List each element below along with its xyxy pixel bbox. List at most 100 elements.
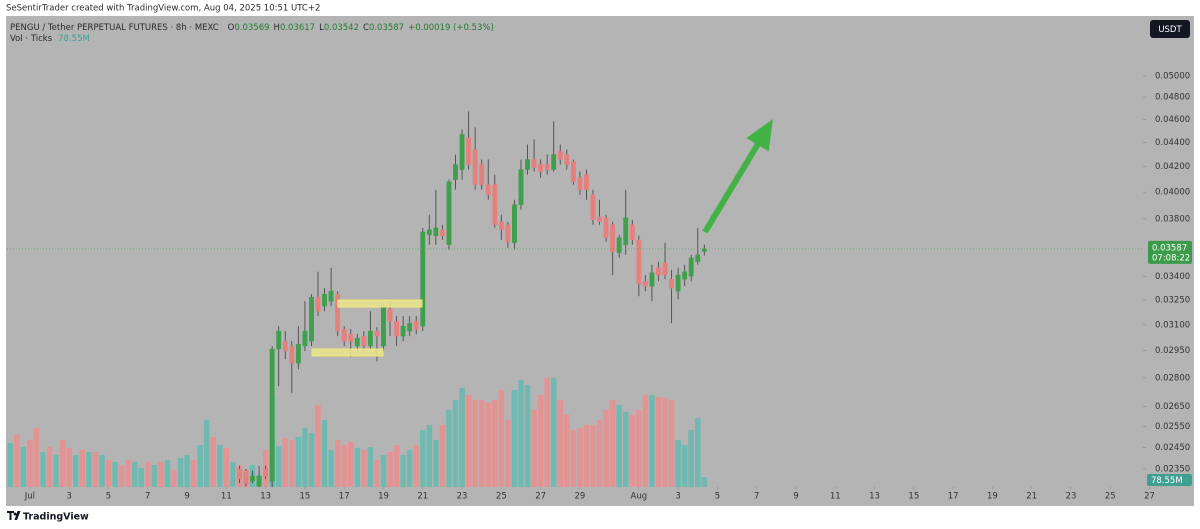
volume-bar [492, 399, 498, 487]
candle-body [302, 330, 308, 347]
candle-body [623, 217, 629, 246]
candle-body [263, 468, 269, 477]
candle-body [557, 151, 563, 160]
candle-body [335, 293, 341, 332]
volume-bar [66, 447, 72, 487]
volume-bar [485, 402, 491, 487]
volume-bar [695, 417, 701, 487]
x-tick-label: 21 [417, 492, 428, 502]
volume-layer [7, 377, 708, 487]
volume-bar [439, 424, 446, 487]
volume-bar [20, 447, 27, 487]
candle-body [669, 278, 675, 289]
volume-bar [210, 436, 216, 487]
volume-bar [400, 454, 406, 487]
y-tick-label: 0.04200 [1155, 162, 1190, 172]
candle-body [289, 345, 295, 364]
candle-body [413, 320, 419, 330]
volume-bar [550, 377, 557, 487]
volume-bar [609, 399, 616, 487]
volume-bar [341, 444, 347, 487]
x-tick-label: 27 [535, 492, 546, 502]
volume-bar [629, 414, 636, 487]
candle-body [276, 330, 282, 350]
currency-button[interactable]: USDT [1150, 20, 1190, 38]
volume-value: 78.55M [58, 34, 90, 44]
y-tick-label: 0.02550 [1155, 422, 1190, 432]
volume-bar [524, 384, 531, 487]
volume-bar [321, 419, 328, 487]
candle-body [282, 340, 288, 352]
volume-bar [478, 399, 485, 487]
volume-bar [79, 449, 86, 487]
volume-bar [498, 389, 505, 487]
currency-label[interactable]: USDT [1158, 25, 1182, 35]
x-tick-label: Aug [631, 492, 648, 502]
attribution: SeSentirTrader created with TradingView.… [6, 4, 320, 14]
volume-bar [361, 449, 367, 487]
volume-bar [420, 429, 426, 487]
volume-label: Vol · Ticks [10, 34, 53, 44]
candle-body [348, 333, 354, 342]
volume-bar [570, 429, 577, 487]
x-tick-label: 17 [948, 492, 959, 502]
candle-body [551, 154, 557, 170]
volume-bar [505, 419, 511, 487]
low-value: 0.03542 [324, 23, 359, 33]
x-tick-label: 19 [987, 492, 998, 502]
x-tick-label: 9 [793, 492, 798, 502]
volume-bar [203, 419, 210, 487]
volume-bar [577, 427, 583, 487]
candle-body [492, 184, 498, 225]
candle-body [590, 194, 596, 220]
candle-body [237, 468, 242, 480]
x-tick-label: 7 [754, 492, 759, 502]
volume-bar [184, 454, 190, 487]
candle-body [453, 164, 458, 180]
candle-body [531, 159, 537, 168]
volume-bar [131, 461, 138, 487]
candle-body [662, 262, 668, 276]
x-tick-label: 3 [675, 492, 680, 502]
candle-layer [7, 111, 1143, 487]
candle-body [354, 337, 360, 347]
volume-bar [406, 449, 413, 487]
volume-bar [223, 447, 230, 487]
x-tick-label: 23 [457, 492, 468, 502]
y-tick-label: 0.04600 [1155, 115, 1190, 125]
currency-button-bg[interactable] [1150, 20, 1190, 38]
volume-bar [315, 404, 321, 487]
time-axis: Jul 3 5 7 9 11 13 15 17 19 21 23 25 27 29 Aug 3 5 7 9 11 13 15… [24, 487, 1155, 502]
x-tick-label: 27 [1144, 492, 1155, 502]
volume-legend: Vol · Ticks 78.55M [10, 34, 90, 44]
open-label: O [228, 23, 235, 33]
candle-body [538, 164, 544, 172]
high-label: H [274, 23, 280, 33]
candle-body [341, 328, 347, 342]
volume-bar [151, 464, 158, 487]
candle-body [688, 257, 694, 277]
candle-body [675, 274, 681, 292]
candle-body [407, 322, 413, 332]
x-tick-label: 13 [260, 492, 271, 502]
candle-body [629, 224, 635, 240]
y-tick-label: 0.04000 [1155, 188, 1190, 198]
volume-bar [380, 454, 387, 487]
volume-bar [190, 459, 197, 487]
volume-bar [14, 434, 20, 487]
x-tick-label: 15 [299, 492, 310, 502]
x-tick-label: 15 [908, 492, 919, 502]
volume-bar [27, 440, 33, 487]
volume-bar [433, 440, 439, 487]
x-tick-label: 5 [106, 492, 111, 502]
candle-body [603, 217, 609, 238]
volume-bar [544, 377, 550, 487]
y-tick-label: 0.03400 [1155, 272, 1190, 282]
candle-body [269, 348, 275, 482]
low-label: L [319, 23, 324, 33]
candle-body [256, 475, 262, 487]
volume-bar [452, 399, 459, 487]
candle-body [570, 161, 576, 182]
volume-bar [668, 399, 675, 487]
